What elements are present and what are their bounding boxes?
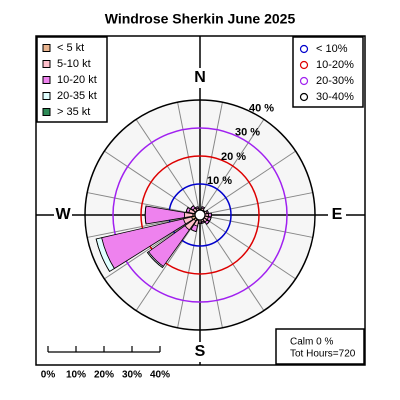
ring-legend-marker: [299, 44, 309, 54]
sector: [201, 206, 205, 209]
compass-label: E: [332, 206, 343, 223]
calm-circle: [194, 209, 206, 221]
spoke: [199, 214, 313, 238]
ring-legend-marker: [299, 60, 309, 70]
spoke: [87, 214, 201, 238]
legend-label: > 35 kt: [57, 106, 90, 118]
sector: [206, 210, 209, 214]
spoke: [199, 119, 265, 216]
sector: [201, 221, 205, 224]
scale-label: 10%: [66, 370, 86, 381]
scale-label: 20%: [94, 370, 114, 381]
legend-swatch: [42, 44, 51, 52]
legend-label: 20-35 kt: [57, 90, 97, 102]
spoke: [177, 214, 201, 328]
spoke: [199, 214, 265, 311]
compass-bg: [191, 68, 209, 88]
spoke: [199, 150, 296, 216]
scale-label: 0%: [41, 370, 56, 381]
spoke: [199, 214, 296, 280]
ring: [112, 127, 288, 303]
ring-label: 10 %: [207, 175, 232, 187]
legend-swatch: [42, 108, 51, 116]
sector: [209, 217, 212, 222]
spoke: [199, 102, 223, 216]
spoke: [135, 119, 201, 216]
sector: [195, 206, 199, 209]
ring-legend: [292, 36, 364, 108]
legend-swatch: [42, 60, 51, 68]
ring: [84, 99, 316, 331]
ring: [140, 155, 260, 275]
ring-legend-marker: [299, 76, 309, 86]
chart-title: Windrose Sherkin June 2025: [105, 11, 296, 27]
compass-bg: [191, 342, 209, 362]
spoke: [199, 192, 313, 216]
compass-bg: [54, 205, 72, 225]
ring-legend-label: 20-30%: [316, 75, 354, 87]
legend-label: 10-20 kt: [57, 74, 97, 86]
legend-label: < 5 kt: [57, 42, 84, 54]
ring-label: 40 %: [249, 102, 274, 114]
legend-swatch: [42, 76, 51, 84]
sector: [95, 238, 110, 272]
scale-label: 30%: [122, 370, 142, 381]
compass-label: W: [55, 206, 71, 223]
calm-note: Calm 0 %: [290, 337, 333, 348]
spoke: [177, 102, 201, 216]
info-box: [275, 328, 365, 365]
ring-label: 30 %: [235, 127, 260, 139]
ring-legend-marker: [299, 92, 309, 102]
rose: [36, 36, 365, 365]
ring-legend-label: < 10%: [316, 43, 348, 55]
hours-note: Tot Hours=720: [290, 349, 356, 360]
spoke: [104, 214, 201, 280]
spoke: [199, 214, 223, 328]
compass-label: S: [195, 343, 206, 360]
scale-label: 40%: [150, 370, 170, 381]
ring-legend-label: 30-40%: [316, 91, 354, 103]
ring-legend-label: 10-20%: [316, 59, 354, 71]
legend-swatch: [42, 92, 51, 100]
spoke: [135, 214, 201, 311]
compass-bg: [328, 205, 346, 225]
legend-label: 5-10 kt: [57, 58, 91, 70]
spoke: [104, 150, 201, 216]
compass-label: N: [194, 69, 206, 86]
ring-label: 20 %: [221, 151, 246, 163]
spoke: [87, 192, 201, 216]
